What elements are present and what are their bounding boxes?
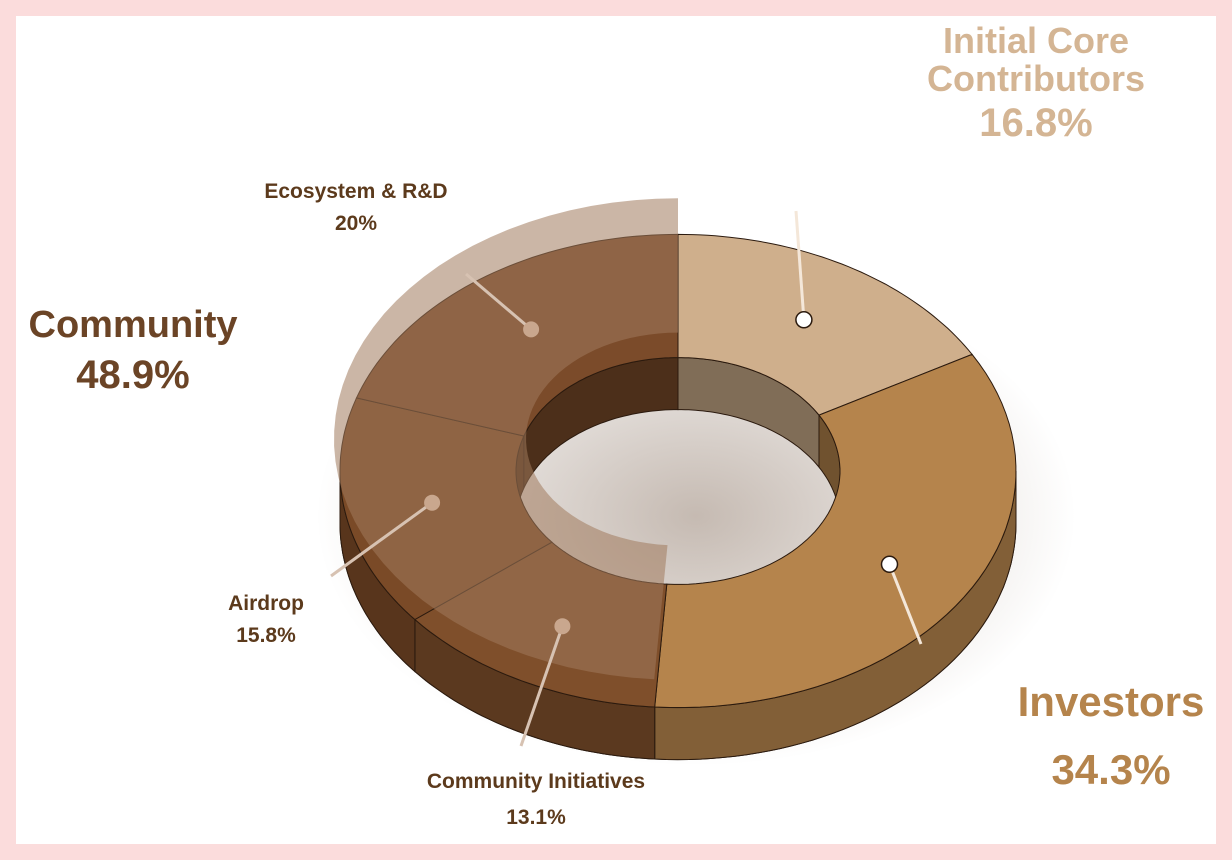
core-pct: 16.8% (979, 100, 1093, 145)
leader-dot-initial-core-contributors (795, 311, 813, 329)
leader-dot-community-initiatives (554, 618, 571, 635)
chart-canvas: Initial Core Contributors 16.8% Ecosyste… (16, 16, 1216, 844)
community-pct: 48.9% (76, 352, 190, 397)
slice-investors (654, 353, 1017, 708)
core-line2: Contributors (927, 57, 1145, 99)
eco-pct: 20% (334, 211, 378, 235)
donut-chart (316, 198, 1076, 766)
label-community-initiatives: Community Initiatives 13.1% (366, 764, 706, 835)
leader-dot-airdrop (424, 494, 441, 511)
initiatives-name: Community Initiatives (426, 770, 646, 793)
leader-line-community-initiatives (519, 625, 564, 747)
label-investors: Investors 34.3% (991, 678, 1231, 794)
label-community: Community 48.9% (18, 304, 248, 397)
leader-line-investors (888, 563, 923, 645)
investors-pct: 34.3% (1051, 746, 1171, 794)
group-overlay-community (334, 198, 678, 680)
airdrop-pct: 15.8% (236, 623, 296, 647)
eco-name: Ecosystem & R&D (264, 180, 448, 203)
leader-line-ecosystem-r-d (465, 272, 533, 331)
leader-dot-ecosystem-r-d (523, 321, 540, 338)
investors-name: Investors (1017, 678, 1205, 725)
airdrop-name: Airdrop (228, 592, 304, 615)
core-line1: Initial Core (942, 20, 1130, 61)
leader-dot-investors (880, 555, 899, 574)
community-name: Community (28, 304, 238, 346)
label-airdrop: Airdrop 15.8% (206, 588, 326, 651)
initiatives-pct: 13.1% (506, 805, 566, 829)
label-ecosystem: Ecosystem & R&D 20% (221, 176, 491, 239)
leader-line-airdrop (330, 501, 433, 578)
leader-line-initial-core-contributors (794, 210, 806, 320)
label-initial-core-contributors: Initial Core Contributors 16.8% (886, 22, 1186, 144)
